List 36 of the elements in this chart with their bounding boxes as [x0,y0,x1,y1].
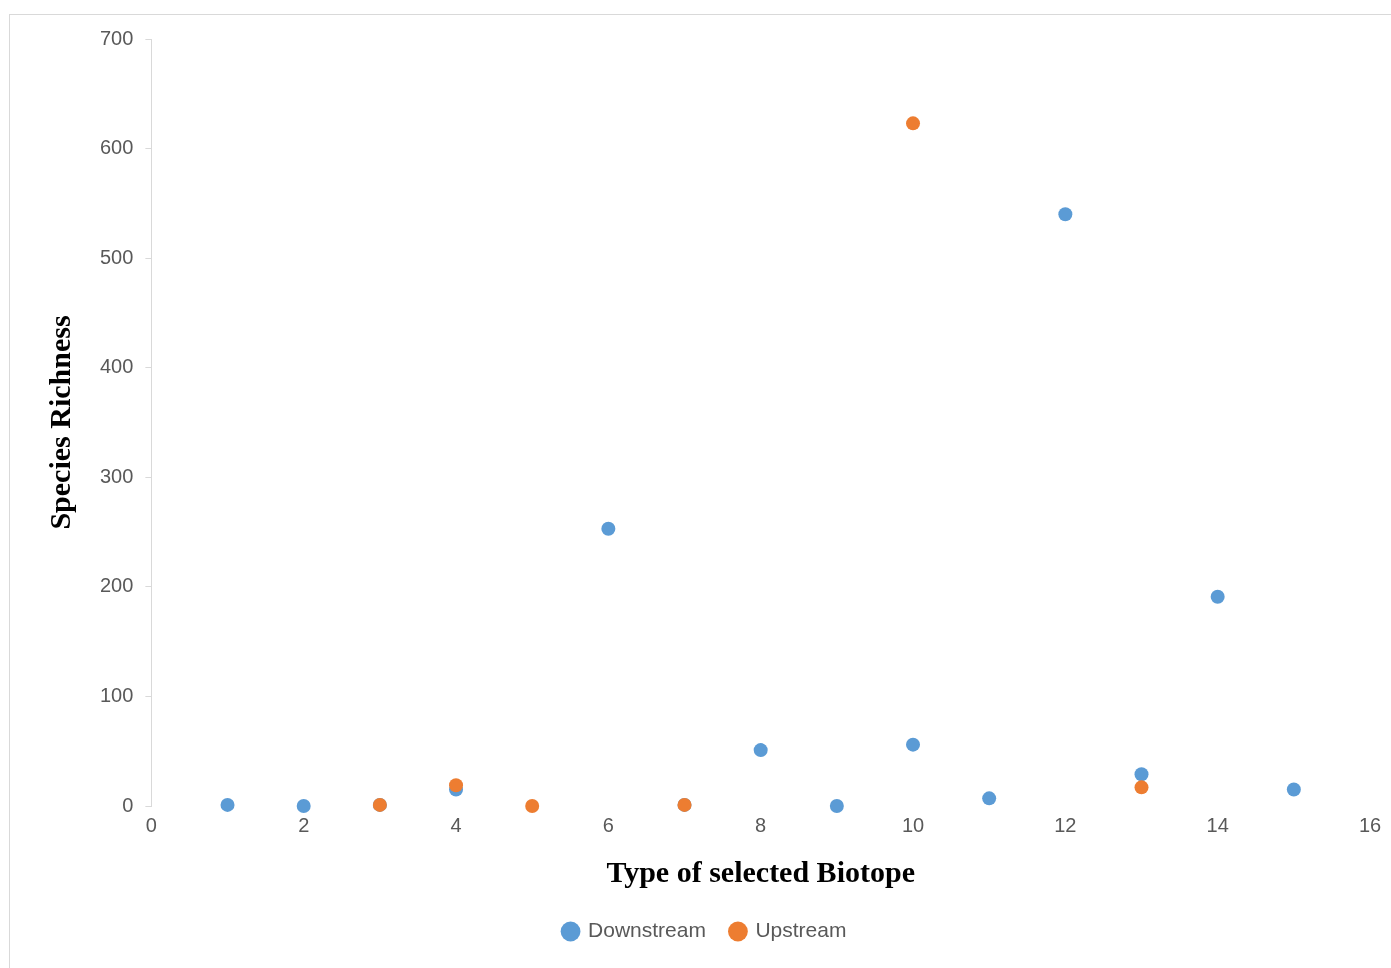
x-tick-label: 6 [602,813,614,836]
point [753,743,768,758]
x-tick-label: 14 [1206,813,1229,836]
point [296,799,311,813]
point [982,791,997,806]
x-tick-label: 10 [901,813,925,836]
point [449,778,464,793]
x-tick-label: 0 [145,813,157,836]
x-tick-label: 4 [450,813,462,836]
point [220,797,235,812]
y-tick-label: 400 [99,355,134,378]
y-tick-label: 700 [99,26,134,49]
point [1134,767,1149,782]
y-tick-label: 100 [99,683,134,706]
y-tick-label: 200 [99,574,134,597]
y-tick-label: 500 [99,245,134,268]
legend-label: Upstream [755,918,847,942]
point [906,737,921,752]
point [906,116,921,131]
x-tick-label: 12 [1054,813,1077,836]
x-tick-label: 16 [1358,813,1382,836]
y-tick-label: 0 [122,793,134,816]
point [1210,589,1225,604]
x-axis-title: Type of selected Biotope [606,854,915,888]
y-axis-title: Species Richness [42,315,76,530]
point [525,799,540,813]
y-tick-label: 600 [99,136,134,159]
point [1286,782,1301,797]
x-tick-label: 8 [755,813,767,836]
y-tick-label: 300 [99,464,134,487]
legend-label: Downstream [588,918,706,942]
point [1134,780,1149,795]
x-tick-label: 2 [298,813,310,836]
point [829,799,844,813]
point [601,521,616,536]
point [1058,207,1073,222]
